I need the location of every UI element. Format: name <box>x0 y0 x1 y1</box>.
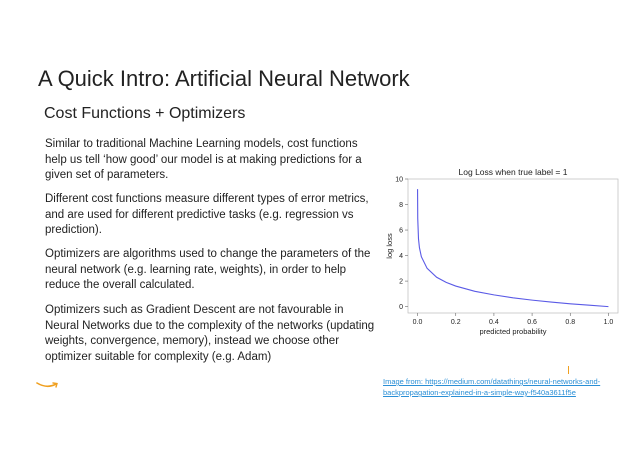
image-source-link[interactable]: Image from: https://medium.com/datathing… <box>383 377 601 397</box>
amazon-smile-logo-icon <box>36 382 58 388</box>
chart-title: Log Loss when true label = 1 <box>459 167 568 177</box>
log-loss-chart-svg: Log Loss when true label = 1 0 2 4 6 8 10 0.0… <box>385 167 619 336</box>
x-tick-label: 0.2 <box>451 319 461 326</box>
y-tick-label: 6 <box>399 228 403 235</box>
x-axis: 0.0 0.2 0.4 0.6 0.8 1.0 <box>413 313 614 326</box>
accent-marker <box>568 366 569 374</box>
log-loss-chart: Log Loss when true label = 1 0 2 4 6 8 10 0.0… <box>383 163 623 338</box>
y-axis: 0 2 4 6 8 10 <box>395 177 408 311</box>
x-tick-label: 0.0 <box>413 319 423 326</box>
slide-title: A Quick Intro: Artificial Neural Network <box>38 66 410 91</box>
paragraph-optimizers: Optimizers are algorithms used to change… <box>45 248 371 291</box>
plot-area <box>407 178 619 314</box>
x-axis-label: predicted probability <box>479 327 546 336</box>
paragraph-error-metrics: Different cost functions measure differe… <box>45 193 369 236</box>
y-tick-label: 10 <box>395 177 403 184</box>
series-line-log-loss <box>417 189 609 308</box>
y-tick-label: 8 <box>399 202 403 209</box>
y-tick-label: 2 <box>399 279 403 286</box>
y-tick-label: 4 <box>399 253 403 260</box>
x-tick-label: 1.0 <box>604 319 614 326</box>
section-subtitle: Cost Functions + Optimizers <box>44 105 246 122</box>
x-tick-label: 0.4 <box>489 319 499 326</box>
y-axis-label: log loss <box>385 233 394 259</box>
x-tick-label: 0.8 <box>565 319 575 326</box>
x-tick-label: 0.6 <box>527 319 537 326</box>
paragraph-cost-functions: Similar to traditional Machine Learning … <box>45 138 362 181</box>
y-tick-label: 0 <box>399 304 403 311</box>
paragraph-gradient-descent: Optimizers such as Gradient Descent are … <box>45 304 375 363</box>
